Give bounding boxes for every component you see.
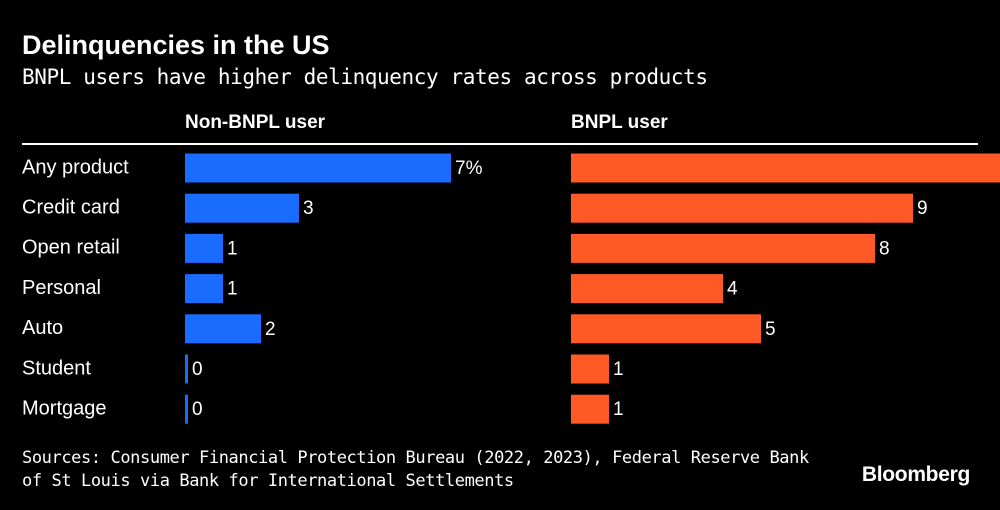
- source-note: Sources: Consumer Financial Protection B…: [22, 448, 809, 491]
- category-label-credit-card: Credit card: [22, 196, 120, 218]
- bar-bnpl-user-credit-card: [571, 193, 913, 223]
- bloomberg-logo: Bloomberg: [861, 463, 970, 486]
- category-label-auto: Auto: [22, 317, 63, 339]
- value-label-non-bnpl-user-mortgage: 0: [192, 399, 203, 420]
- bar-bnpl-user-personal: [571, 274, 723, 304]
- series-header-bnpl: BNPL user: [571, 112, 668, 133]
- value-label-non-bnpl-user-open-retail: 1: [227, 238, 238, 259]
- category-label-open-retail: Open retail: [22, 237, 120, 259]
- value-label-non-bnpl-user-any-product: 7%: [455, 158, 483, 179]
- bar-non-bnpl-user-personal: [185, 274, 223, 304]
- bar-bnpl-user-student: [571, 354, 609, 384]
- series-header-non-bnpl: Non-BNPL user: [185, 112, 326, 133]
- value-label-bnpl-user-auto: 5: [765, 319, 776, 340]
- bar-bnpl-user-mortgage: [571, 394, 609, 424]
- bar-non-bnpl-user-student: [185, 354, 188, 384]
- bar-non-bnpl-user-auto: [185, 314, 261, 344]
- bar-bnpl-user-open-retail: [571, 233, 875, 263]
- value-label-bnpl-user-student: 1: [613, 359, 624, 380]
- chart-title: Delinquencies in the US: [22, 30, 330, 60]
- value-label-bnpl-user-personal: 4: [727, 279, 738, 300]
- category-label-mortgage: Mortgage: [22, 397, 107, 419]
- bar-bnpl-user-auto: [571, 314, 761, 344]
- category-label-personal: Personal: [22, 277, 101, 299]
- header-rule: [22, 143, 978, 145]
- value-label-non-bnpl-user-personal: 1: [227, 279, 238, 300]
- bar-non-bnpl-user-any-product: [185, 153, 451, 183]
- category-label-any-product: Any product: [22, 156, 129, 178]
- value-label-non-bnpl-user-auto: 2: [265, 319, 276, 340]
- bar-non-bnpl-user-open-retail: [185, 233, 223, 263]
- value-label-non-bnpl-user-credit-card: 3: [303, 198, 314, 219]
- value-label-bnpl-user-credit-card: 9: [917, 198, 928, 219]
- category-label-student: Student: [22, 357, 91, 379]
- value-label-non-bnpl-user-student: 0: [192, 359, 203, 380]
- bar-non-bnpl-user-credit-card: [185, 193, 299, 223]
- bar-bnpl-user-any-product: [571, 153, 1000, 183]
- value-label-bnpl-user-mortgage: 1: [613, 399, 624, 420]
- value-label-bnpl-user-open-retail: 8: [879, 238, 890, 259]
- bar-chart: Any product Credit card Open retail Persona…: [22, 153, 1000, 424]
- chart-subtitle: BNPL users have higher delinquency rates…: [22, 65, 708, 89]
- bar-non-bnpl-user-mortgage: [185, 394, 188, 424]
